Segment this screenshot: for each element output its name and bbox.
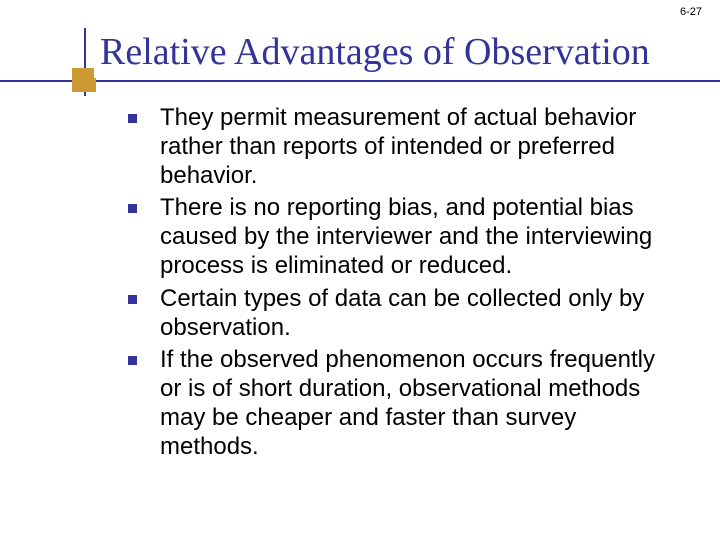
list-item: They permit measurement of actual behavi… xyxy=(120,104,680,190)
content-area: They permit measurement of actual behavi… xyxy=(120,104,680,466)
list-item: There is no reporting bias, and potentia… xyxy=(120,194,680,280)
decorative-accent-square xyxy=(72,68,96,92)
slide-title: Relative Advantages of Observation xyxy=(100,30,694,74)
page-number: 6-27 xyxy=(680,6,702,18)
list-item: Certain types of data can be collected o… xyxy=(120,285,680,343)
decorative-horizontal-line xyxy=(0,80,720,82)
bullet-list: They permit measurement of actual behavi… xyxy=(120,104,680,462)
list-item: If the observed phenomenon occurs freque… xyxy=(120,346,680,461)
title-container: Relative Advantages of Observation xyxy=(94,30,700,78)
